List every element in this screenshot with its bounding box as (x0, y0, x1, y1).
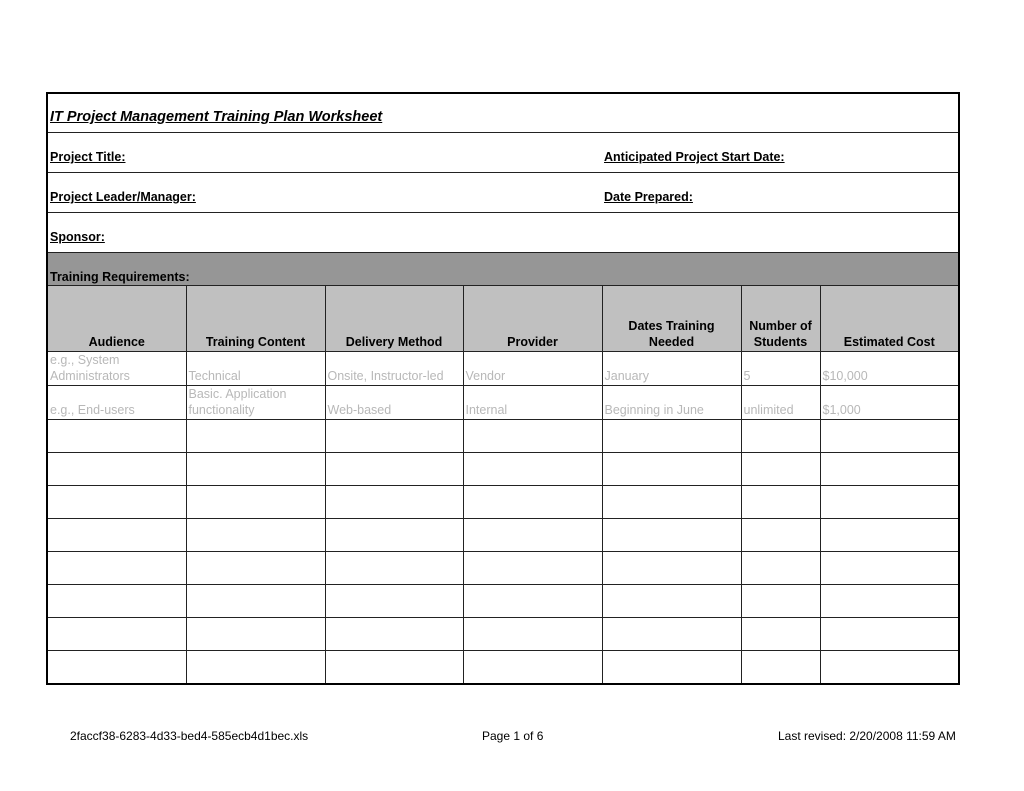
table-cell[interactable] (601, 617, 742, 651)
training-requirements-header: Training Requirements: (46, 252, 960, 286)
table-cell[interactable] (324, 617, 464, 651)
table-cell[interactable] (324, 650, 464, 685)
table-cell[interactable] (462, 551, 603, 585)
table-cell[interactable] (324, 485, 464, 519)
table-cell[interactable] (324, 518, 464, 552)
table-cell[interactable] (462, 485, 603, 519)
table-row (46, 518, 960, 552)
table-cell[interactable] (740, 419, 821, 453)
table-cell[interactable] (46, 419, 187, 453)
table-cell[interactable] (819, 584, 960, 618)
table-cell[interactable] (185, 584, 326, 618)
table-cell[interactable] (601, 584, 742, 618)
table-cell[interactable] (46, 485, 187, 519)
table-cell[interactable] (324, 551, 464, 585)
column-header: Delivery Method (324, 285, 464, 352)
table-cell[interactable] (740, 584, 821, 618)
column-header: Provider (462, 285, 603, 352)
table-cell[interactable] (185, 452, 326, 486)
table-cell[interactable] (462, 419, 603, 453)
table-row (46, 650, 960, 685)
table-cell[interactable] (462, 584, 603, 618)
table-cell[interactable] (819, 551, 960, 585)
table-cell[interactable] (185, 485, 326, 519)
table-cell[interactable]: $10,000 (819, 351, 960, 386)
table-cell[interactable]: Beginning in June (601, 385, 742, 420)
table-cell[interactable] (462, 518, 603, 552)
table-cell[interactable]: Internal (462, 385, 603, 420)
start-date-label: Anticipated Project Start Date: (602, 132, 959, 173)
table-cell[interactable] (46, 617, 187, 651)
table-cell[interactable] (185, 518, 326, 552)
column-header: Audience (46, 285, 187, 352)
leader-label: Project Leader/Manager: (47, 172, 602, 213)
footer-revised: Last revised: 2/20/2008 11:59 AM (778, 729, 956, 743)
table-cell[interactable] (601, 518, 742, 552)
sheet-title: IT Project Management Training Plan Work… (46, 92, 960, 133)
table-cell[interactable] (462, 452, 603, 486)
table-cell[interactable]: $1,000 (819, 385, 960, 420)
footer-filename: 2faccf38-6283-4d33-bed4-585ecb4d1bec.xls (70, 729, 309, 743)
table-row (46, 419, 960, 453)
table-cell[interactable] (740, 485, 821, 519)
table-cell[interactable] (46, 452, 187, 486)
table-cell[interactable] (462, 617, 603, 651)
table-row (46, 485, 960, 519)
table-cell[interactable] (324, 452, 464, 486)
table-cell[interactable] (46, 518, 187, 552)
table-cell[interactable] (601, 485, 742, 519)
sponsor-label: Sponsor: (47, 212, 959, 253)
table-cell[interactable] (819, 650, 960, 685)
table-cell[interactable]: e.g., End-users (46, 385, 187, 420)
table-row (46, 452, 960, 486)
table-cell[interactable] (185, 551, 326, 585)
table-cell[interactable] (324, 584, 464, 618)
table-cell[interactable] (819, 419, 960, 453)
table-cell[interactable] (819, 485, 960, 519)
table-cell[interactable] (740, 551, 821, 585)
footer-page: Page 1 of 6 (482, 729, 544, 743)
table-cell[interactable] (46, 551, 187, 585)
table-cell[interactable]: Web-based (324, 385, 464, 420)
table-row: e.g., System Administrators Technical Onsi… (46, 351, 960, 386)
table-cell[interactable] (740, 617, 821, 651)
table-cell[interactable]: Onsite, Instructor-led (324, 351, 464, 386)
table-cell[interactable] (46, 584, 187, 618)
table-row (46, 617, 960, 651)
table-cell[interactable] (601, 650, 742, 685)
date-prepared-label: Date Prepared: (602, 172, 959, 213)
table-cell[interactable] (819, 617, 960, 651)
table-cell[interactable] (185, 617, 326, 651)
column-header: Dates Training Needed (601, 285, 742, 352)
table-cell[interactable] (462, 650, 603, 685)
training-plan-table: IT Project Management Training Plan Work… (46, 92, 960, 685)
table-cell[interactable] (819, 518, 960, 552)
table-cell[interactable] (601, 452, 742, 486)
table-cell[interactable] (740, 452, 821, 486)
table-cell[interactable]: Basic. Application functionality (185, 385, 326, 420)
table-cell[interactable] (740, 650, 821, 685)
table-cell[interactable] (740, 518, 821, 552)
column-header: Number of Students (740, 285, 821, 352)
table-cell[interactable]: e.g., System Administrators (46, 351, 187, 386)
table-cell[interactable]: January (601, 351, 742, 386)
table-cell[interactable] (601, 551, 742, 585)
column-header: Estimated Cost (819, 285, 960, 352)
project-title-label: Project Title: (46, 132, 602, 173)
table-cell[interactable]: 5 (740, 351, 821, 386)
column-header: Training Content (185, 285, 326, 352)
table-cell[interactable] (185, 650, 326, 685)
table-cell[interactable]: unlimited (740, 385, 821, 420)
table-row (46, 584, 960, 618)
table-cell[interactable] (185, 419, 326, 453)
table-cell[interactable]: Technical (185, 351, 326, 386)
table-row: e.g., End-users Basic. Application functi… (46, 385, 960, 420)
table-cell[interactable] (324, 419, 464, 453)
table-cell[interactable] (601, 419, 742, 453)
table-cell[interactable] (819, 452, 960, 486)
table-cell[interactable] (46, 650, 187, 685)
table-row (46, 551, 960, 585)
table-cell[interactable]: Vendor (462, 351, 603, 386)
